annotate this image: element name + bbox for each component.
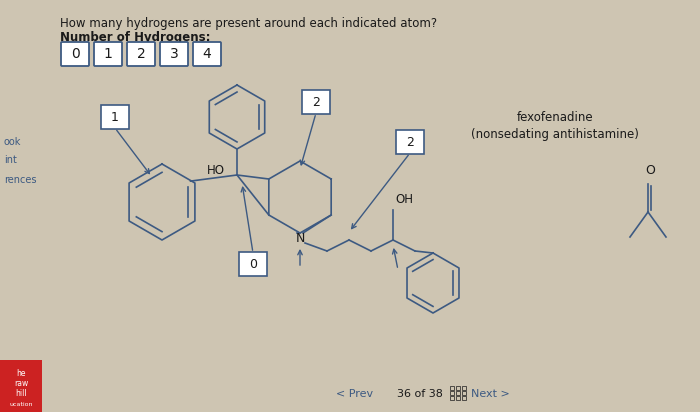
Text: rences: rences (4, 175, 36, 185)
Text: ook: ook (4, 137, 22, 147)
FancyBboxPatch shape (101, 105, 129, 129)
Text: < Prev: < Prev (337, 389, 374, 399)
FancyBboxPatch shape (239, 252, 267, 276)
FancyBboxPatch shape (302, 90, 330, 114)
Text: hill: hill (15, 389, 27, 398)
Text: OH: OH (395, 193, 413, 206)
Text: Next >: Next > (470, 389, 510, 399)
Bar (462, 391, 466, 395)
Bar (450, 396, 454, 400)
Text: 3: 3 (169, 47, 178, 61)
Text: 1: 1 (104, 47, 113, 61)
Text: 0: 0 (71, 47, 79, 61)
Bar (450, 386, 454, 390)
Text: 2: 2 (136, 47, 146, 61)
Text: Number of Hydrogens:: Number of Hydrogens: (60, 31, 211, 44)
FancyBboxPatch shape (0, 360, 42, 412)
FancyBboxPatch shape (61, 42, 89, 66)
FancyBboxPatch shape (127, 42, 155, 66)
Bar (456, 396, 460, 400)
Text: HO: HO (207, 164, 225, 176)
Text: 0: 0 (249, 258, 257, 271)
Text: 2: 2 (406, 136, 414, 148)
FancyBboxPatch shape (94, 42, 122, 66)
Bar (462, 386, 466, 390)
Bar (462, 396, 466, 400)
Text: ucation: ucation (9, 402, 33, 407)
Text: N: N (295, 232, 304, 244)
Bar (456, 391, 460, 395)
Text: 2: 2 (312, 96, 320, 108)
FancyBboxPatch shape (396, 130, 424, 154)
Text: (nonsedating antihistamine): (nonsedating antihistamine) (471, 127, 639, 140)
Text: 36 of 38: 36 of 38 (397, 389, 443, 399)
Text: he: he (16, 370, 26, 379)
Text: O: O (645, 164, 655, 177)
FancyBboxPatch shape (193, 42, 221, 66)
FancyBboxPatch shape (160, 42, 188, 66)
Bar (450, 391, 454, 395)
Bar (456, 386, 460, 390)
Text: How many hydrogens are present around each indicated atom?: How many hydrogens are present around ea… (60, 17, 437, 30)
Text: int: int (4, 155, 17, 165)
Text: 4: 4 (202, 47, 211, 61)
Text: 1: 1 (111, 110, 119, 124)
Text: fexofenadine: fexofenadine (517, 110, 594, 124)
Text: raw: raw (14, 379, 28, 389)
